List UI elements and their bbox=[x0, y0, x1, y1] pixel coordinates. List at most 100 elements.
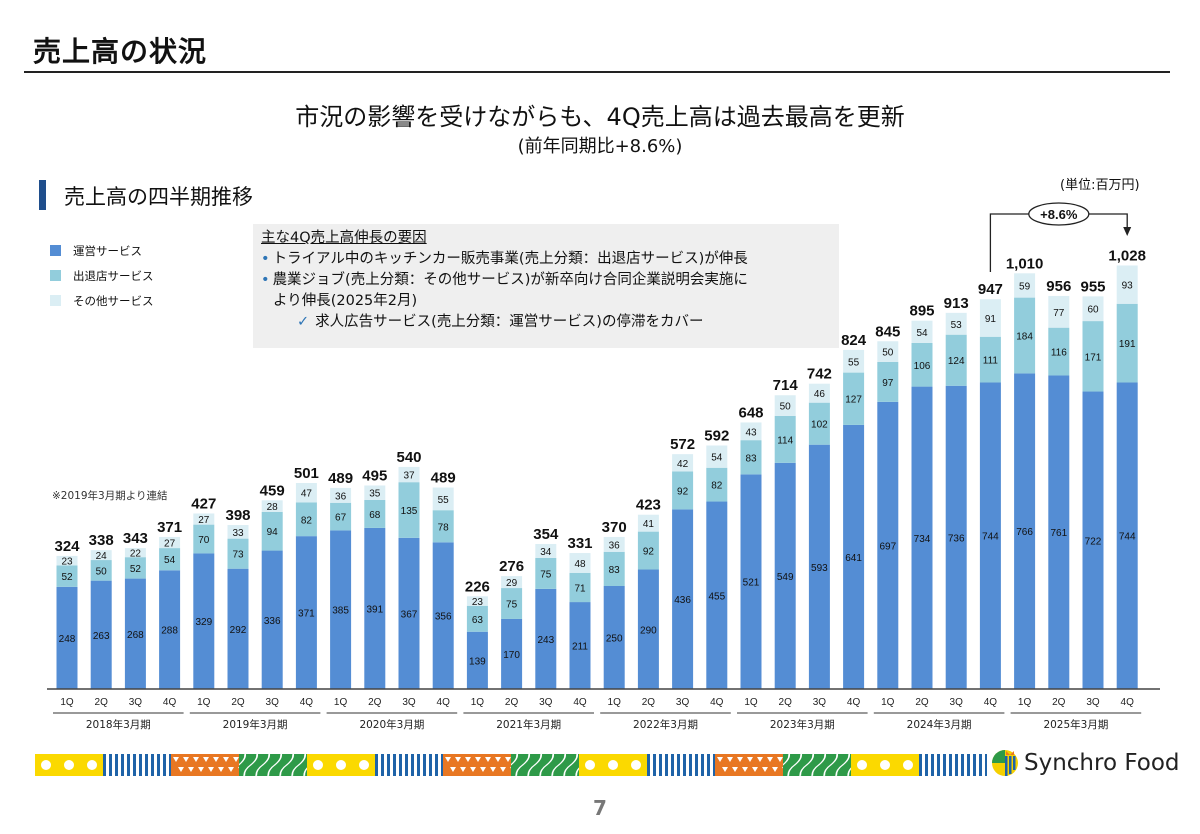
bar-segment-operations bbox=[877, 401, 899, 689]
quarter-tick-label: 3Q bbox=[266, 697, 280, 708]
bar-segment-operations bbox=[398, 537, 420, 689]
bar-segment-operations bbox=[432, 542, 454, 689]
bar-segment-operations bbox=[1116, 382, 1138, 689]
bar-segment-operations bbox=[672, 509, 694, 689]
segment-value-label: 111 bbox=[983, 356, 999, 367]
segment-value-label: 23 bbox=[472, 597, 484, 608]
segment-value-label: 34 bbox=[540, 547, 552, 558]
legend-swatch-operations bbox=[50, 245, 61, 256]
segment-value-label: 329 bbox=[195, 617, 212, 628]
check-icon: ✓ bbox=[297, 314, 310, 330]
bar-segment-store-services bbox=[466, 605, 488, 632]
bar-segment-other bbox=[1116, 265, 1138, 304]
bar-segment-store-services bbox=[774, 415, 796, 463]
bar-segment-operations bbox=[295, 536, 317, 689]
legend-item-other: その他サービス bbox=[50, 288, 154, 313]
bar-segment-store-services bbox=[330, 502, 352, 531]
fiscal-year-label: 2022年3月期 bbox=[633, 718, 698, 731]
bar-segment-other bbox=[159, 536, 181, 549]
pattern-segment-stripes bbox=[647, 754, 715, 776]
segment-value-label: 24 bbox=[96, 551, 108, 562]
total-value-label: 489 bbox=[328, 470, 353, 487]
segment-value-label: 71 bbox=[574, 583, 586, 594]
segment-value-label: 127 bbox=[845, 395, 862, 406]
segment-value-label: 41 bbox=[643, 519, 655, 530]
legend-swatch-other bbox=[50, 295, 61, 306]
total-value-label: 540 bbox=[396, 449, 421, 466]
pattern-segment-stripes bbox=[375, 754, 443, 776]
segment-value-label: 761 bbox=[1050, 528, 1067, 539]
quarter-tick-label: 3Q bbox=[676, 697, 690, 708]
quarter-tick-label: 3Q bbox=[813, 697, 827, 708]
segment-value-label: 292 bbox=[230, 625, 247, 636]
yoy-growth-badge bbox=[1028, 202, 1090, 226]
segment-value-label: 43 bbox=[745, 427, 757, 438]
section-title: 売上高の四半期推移 bbox=[64, 185, 253, 209]
quarter-tick-label: 3Q bbox=[402, 697, 416, 708]
segment-value-label: 114 bbox=[777, 435, 793, 446]
pattern-segment-stripes bbox=[919, 754, 987, 776]
legend-item-operations: 運営サービス bbox=[50, 238, 154, 263]
segment-value-label: 52 bbox=[61, 572, 73, 583]
segment-value-label: 171 bbox=[1085, 352, 1102, 363]
bar-segment-operations bbox=[330, 530, 352, 689]
bar-segment-other bbox=[364, 485, 386, 500]
fiscal-year-label: 2021年3月期 bbox=[496, 718, 561, 731]
total-value-label: 947 bbox=[978, 281, 1003, 298]
headline: 市況の影響を受けながらも、4Q売上高は過去最高を更新 bbox=[295, 103, 905, 131]
legend-item-store-services: 出退店サービス bbox=[50, 263, 154, 288]
segment-value-label: 93 bbox=[1122, 281, 1134, 292]
segment-value-label: 744 bbox=[982, 532, 999, 543]
yoy-growth-label: +8.6% bbox=[1040, 207, 1078, 222]
fiscal-year-label: 2025年3月期 bbox=[1043, 718, 1108, 731]
growth-factor-subitem: ✓ 求人広告サービス(売上分類：運営サービス)の停滞をカバー bbox=[261, 312, 839, 333]
segment-value-label: 736 bbox=[948, 533, 965, 544]
bar-segment-store-services bbox=[535, 557, 557, 589]
total-value-label: 459 bbox=[260, 482, 285, 499]
bar-segment-other bbox=[432, 487, 454, 511]
bar-segment-other bbox=[603, 536, 625, 552]
segment-value-label: 54 bbox=[164, 555, 176, 566]
segment-value-label: 263 bbox=[93, 631, 110, 642]
bar-segment-operations bbox=[808, 444, 830, 689]
segment-value-label: 37 bbox=[403, 471, 415, 482]
bar-segment-operations bbox=[501, 618, 523, 689]
total-value-label: 338 bbox=[89, 532, 114, 549]
bar-segment-store-services bbox=[603, 551, 625, 586]
bar-segment-operations bbox=[945, 385, 967, 689]
total-value-label: 354 bbox=[533, 526, 559, 543]
quarter-tick-label: 1Q bbox=[881, 697, 895, 708]
bar-segment-operations bbox=[227, 568, 249, 689]
bar-segment-operations bbox=[56, 586, 78, 689]
segment-value-label: 82 bbox=[711, 481, 723, 492]
bar-segment-store-services bbox=[56, 565, 78, 587]
quarter-tick-label: 2Q bbox=[505, 697, 519, 708]
total-value-label: 648 bbox=[738, 404, 763, 421]
segment-value-label: 28 bbox=[267, 502, 279, 513]
bar-segment-store-services bbox=[1082, 321, 1104, 392]
bar-segment-store-services bbox=[808, 402, 830, 445]
bar-segment-store-services bbox=[1048, 327, 1070, 376]
segment-value-label: 336 bbox=[264, 616, 281, 627]
pattern-segment-dots bbox=[307, 754, 375, 776]
total-value-label: 489 bbox=[431, 470, 456, 487]
quarter-tick-label: 2Q bbox=[642, 697, 656, 708]
total-value-label: 495 bbox=[362, 467, 387, 484]
segment-value-label: 124 bbox=[948, 356, 965, 367]
quarter-tick-label: 4Q bbox=[1121, 697, 1135, 708]
segment-value-label: 385 bbox=[332, 606, 349, 617]
pattern-segment-dots bbox=[851, 754, 919, 776]
bar-segment-store-services bbox=[1116, 303, 1138, 383]
total-value-label: 1,010 bbox=[1006, 255, 1044, 272]
total-value-label: 371 bbox=[157, 519, 182, 536]
bar-segment-store-services bbox=[672, 471, 694, 510]
bar-segment-other bbox=[330, 487, 352, 503]
bar-segment-other bbox=[124, 548, 146, 558]
bar-segment-other bbox=[261, 500, 283, 512]
bar-segment-other bbox=[774, 395, 796, 416]
segment-value-label: 744 bbox=[1119, 532, 1136, 543]
bar-segment-store-services bbox=[569, 572, 591, 603]
bar-segment-store-services bbox=[911, 342, 933, 387]
segment-value-label: 70 bbox=[198, 535, 210, 546]
segment-value-label: 290 bbox=[640, 625, 657, 636]
